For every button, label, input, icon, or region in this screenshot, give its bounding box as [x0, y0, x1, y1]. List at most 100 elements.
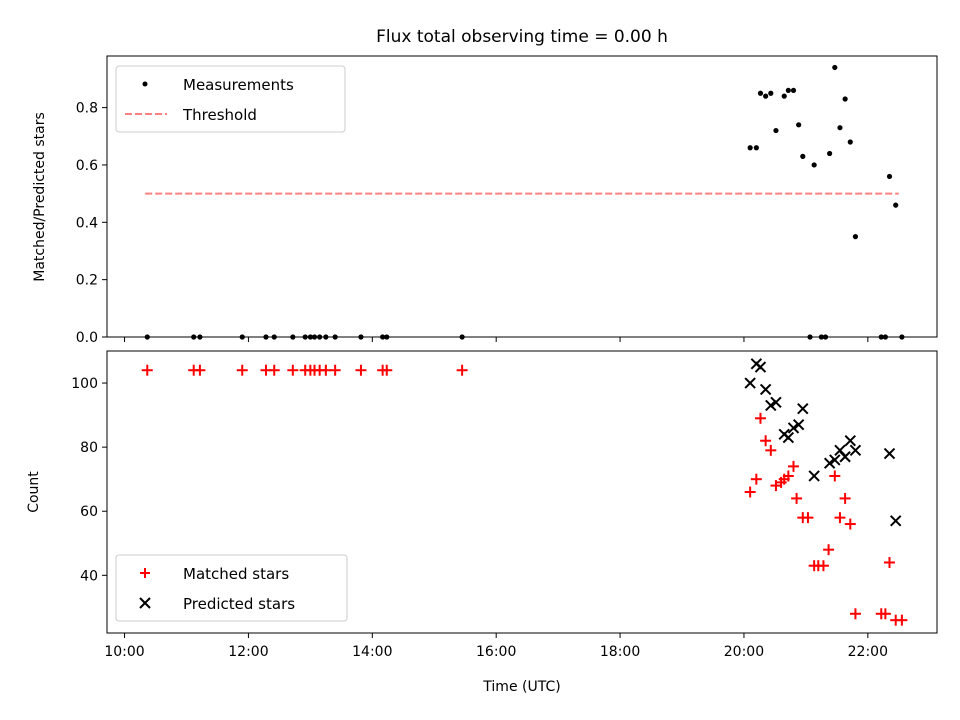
- matched-stars-point: [817, 560, 829, 572]
- measurement-point: [773, 127, 779, 134]
- measurement-point: [886, 173, 893, 180]
- top-y-tick-label: 0.6: [76, 158, 98, 174]
- predicted-stars-point: [829, 454, 841, 466]
- matched-stars-point: [329, 364, 341, 376]
- matched-stars-point: [236, 364, 248, 376]
- measurement-point: [768, 90, 774, 96]
- measurement-point: [757, 90, 764, 96]
- predicted-stars-point: [883, 447, 896, 460]
- top-y-tick-label: 0.8: [76, 101, 98, 117]
- bottom-y-tick-label: 80: [80, 440, 98, 456]
- top-chart-title: Flux total observing time = 0.00 h: [376, 27, 668, 47]
- matched-stars-point: [141, 364, 153, 376]
- predicted-stars-point: [823, 457, 836, 469]
- predicted-stars-point: [770, 396, 782, 408]
- bottom-x-tick-label: 20:00: [724, 644, 764, 660]
- legend-measurements-marker: [142, 81, 148, 87]
- top-y-tick-label: 0.4: [76, 215, 98, 231]
- legend-matched-label: Matched stars: [183, 565, 289, 583]
- matched-stars-point: [750, 473, 762, 485]
- measurement-point: [800, 153, 806, 159]
- matched-stars-point: [788, 460, 800, 472]
- predicted-stars-point: [844, 435, 856, 447]
- predicted-stars-point: [849, 444, 862, 457]
- bottom-plot-area: 40 60 80 100 10:00 12:00 14:00 16:00 18:00 20:00 2…: [71, 350, 938, 660]
- matched-stars-point: [754, 412, 766, 424]
- matched-stars-point: [879, 608, 891, 620]
- legend-threshold-label: Threshold: [182, 106, 257, 124]
- matched-stars-point: [782, 470, 794, 482]
- matched-stars-point: [760, 435, 772, 447]
- bottom-x-tick-label: 14:00: [352, 644, 392, 660]
- bottom-x-axis-label: Time (UTC): [482, 679, 560, 695]
- legend-predicted-label: Predicted stars: [183, 595, 295, 613]
- legend-matched-marker: [140, 568, 150, 578]
- measurement-point: [790, 87, 797, 94]
- matched-stars-point: [829, 470, 841, 482]
- measurement-point: [852, 234, 859, 240]
- predicted-stars-point: [744, 377, 756, 389]
- matched-stars-point: [194, 364, 206, 376]
- top-y-axis-label: Matched/Predicted stars: [32, 112, 48, 282]
- measurement-point: [781, 93, 787, 99]
- top-axes-frame: [106, 55, 938, 338]
- matched-stars-point: [802, 512, 814, 524]
- measurement-point: [763, 93, 769, 99]
- matched-stars-point: [765, 444, 777, 456]
- bottom-legend: Matched stars Predicted stars: [115, 554, 348, 622]
- predicted-stars-point: [765, 399, 777, 412]
- bottom-x-tick-label: 18:00: [600, 644, 640, 660]
- matched-stars-point: [849, 608, 861, 620]
- predicted-stars-point: [754, 361, 767, 373]
- measurement-point: [753, 145, 759, 151]
- predicted-stars-point: [889, 515, 902, 527]
- measurement-point: [785, 87, 791, 94]
- predicted-stars-point: [797, 402, 809, 415]
- measurement-point: [827, 150, 833, 157]
- matched-stars-point: [823, 544, 835, 556]
- matched-stars-point: [381, 364, 393, 376]
- bottom-y-tick-label: 100: [71, 376, 98, 392]
- top-y-tick-label: 0.2: [76, 273, 98, 289]
- predicted-stars-point: [839, 451, 851, 463]
- measurement-point: [811, 162, 817, 168]
- matched-stars-point: [287, 364, 299, 376]
- matched-stars-point: [844, 518, 856, 530]
- measurement-point: [832, 64, 838, 71]
- bottom-x-tick-label: 10:00: [104, 644, 144, 660]
- predicted-stars-point: [787, 422, 800, 434]
- bottom-y-axis-label: Count: [26, 471, 42, 513]
- bottom-x-tick-label: 12:00: [228, 644, 268, 660]
- legend-predicted-marker: [139, 597, 151, 609]
- bottom-y-tick-label: 60: [80, 504, 98, 520]
- matched-stars-point: [884, 557, 896, 568]
- bottom-x-tick-label: 16:00: [476, 644, 516, 660]
- matched-stars-point: [791, 492, 803, 504]
- matched-stars-point: [744, 486, 756, 498]
- measurement-point: [842, 96, 848, 102]
- predicted-stars-point: [782, 431, 795, 444]
- top-plot-area: 0.0 0.2 0.4 0.6 0.8: [76, 55, 938, 346]
- bottom-axes-frame: [106, 350, 938, 634]
- top-legend: Measurements Threshold: [115, 65, 346, 133]
- matched-stars-point: [839, 492, 851, 504]
- top-y-tick-label: 0.0: [76, 330, 98, 346]
- bottom-y-tick-label: 40: [80, 568, 98, 584]
- measurement-point: [747, 145, 753, 151]
- matched-stars-point: [320, 364, 332, 376]
- matched-stars-point: [355, 364, 367, 376]
- legend-measurements-label: Measurements: [183, 76, 294, 94]
- measurement-point: [847, 139, 853, 145]
- measurement-point: [893, 202, 899, 208]
- predicted-stars-point: [808, 470, 820, 482]
- matched-stars-point: [896, 614, 908, 626]
- predicted-stars-point: [759, 383, 772, 396]
- measurement-point: [837, 125, 843, 131]
- bottom-legend-frame: [115, 554, 348, 622]
- top-legend-frame: [115, 65, 346, 133]
- matched-stars-point: [834, 512, 846, 524]
- measurement-point: [796, 122, 802, 128]
- matched-stars-point: [268, 364, 280, 376]
- bottom-x-tick-label: 22:00: [848, 644, 888, 660]
